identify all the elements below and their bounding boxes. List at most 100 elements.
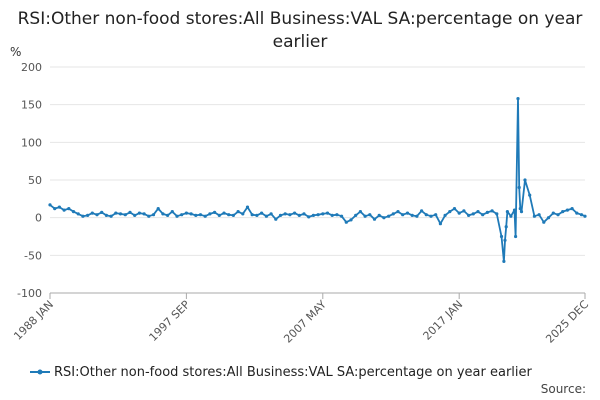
data-point <box>156 207 160 211</box>
data-point <box>245 205 250 209</box>
data-point <box>575 211 579 215</box>
data-point <box>90 211 94 215</box>
data-point <box>410 213 414 217</box>
data-point <box>118 212 123 216</box>
y-axis-unit-label: % <box>10 45 21 59</box>
data-point <box>420 209 424 213</box>
data-point <box>227 213 231 217</box>
data-point <box>565 208 570 212</box>
data-point <box>561 210 565 214</box>
data-point <box>504 225 508 229</box>
data-point <box>53 207 57 211</box>
data-point <box>166 213 170 217</box>
data-point <box>213 210 217 214</box>
data-point <box>321 212 325 216</box>
y-tick-label: 200 <box>21 61 42 74</box>
data-point <box>142 212 146 216</box>
data-point <box>67 207 71 211</box>
y-axis-ticks: -100 -50 0 50 100 150 200 <box>17 61 42 300</box>
x-tick-label: 1988 JAN <box>11 298 56 343</box>
data-point <box>405 211 410 215</box>
data-point <box>452 207 457 211</box>
data-point <box>208 212 212 216</box>
data-point <box>485 210 489 214</box>
data-point <box>198 213 203 217</box>
data-point <box>189 212 193 216</box>
data-point <box>307 215 311 219</box>
data-point <box>274 217 278 221</box>
data-point <box>382 216 386 220</box>
data-point <box>81 214 85 218</box>
data-point <box>434 213 438 217</box>
y-tick-label: -50 <box>24 249 42 262</box>
data-point <box>372 217 377 221</box>
data-point <box>184 211 188 215</box>
y-tick-label: 0 <box>35 212 42 225</box>
data-point <box>231 213 235 217</box>
data-point <box>542 220 546 224</box>
data-point <box>505 210 509 214</box>
data-point <box>514 234 518 239</box>
data-point <box>528 193 532 197</box>
data-point <box>512 208 517 212</box>
data-point <box>570 207 574 211</box>
data-point <box>462 209 466 213</box>
data-point <box>495 212 499 216</box>
x-tick-label: 2017 JAN <box>421 298 466 343</box>
data-point <box>137 211 141 215</box>
data-point <box>288 213 292 217</box>
data-point <box>448 210 452 214</box>
data-point <box>264 214 268 218</box>
data-point <box>396 210 400 214</box>
data-point <box>457 211 461 215</box>
data-point <box>293 211 297 215</box>
data-point <box>48 203 52 207</box>
data-point <box>302 212 306 216</box>
x-tick-label: 2025 DEC <box>543 298 591 346</box>
data-point <box>255 213 259 217</box>
data-point <box>161 212 165 216</box>
data-point <box>250 213 254 217</box>
data-point <box>579 213 584 217</box>
data-point <box>180 213 184 217</box>
data-point <box>523 178 527 182</box>
data-point <box>217 213 221 217</box>
data-point <box>222 211 226 215</box>
legend-series-label: RSI:Other non-food stores:All Business:V… <box>54 364 532 380</box>
legend: RSI:Other non-food stores:All Business:V… <box>30 364 532 380</box>
data-point <box>349 218 353 222</box>
data-point <box>471 212 475 216</box>
x-tick-label: 1997 SEP <box>147 298 193 344</box>
data-point <box>583 214 587 218</box>
data-point <box>358 210 362 214</box>
data-point <box>387 214 391 218</box>
data-series <box>48 97 587 263</box>
data-point <box>503 238 507 242</box>
data-point <box>429 214 433 218</box>
data-point <box>391 212 395 216</box>
data-point <box>546 216 551 220</box>
data-point <box>415 214 419 218</box>
y-tick-label: 100 <box>21 136 42 149</box>
source-label: Source: <box>540 382 586 396</box>
data-point <box>109 214 113 218</box>
data-point <box>123 213 127 217</box>
data-point <box>467 213 471 217</box>
y-tick-label: -100 <box>17 287 42 300</box>
data-point <box>100 210 104 214</box>
data-point <box>537 213 541 217</box>
data-point <box>518 207 522 211</box>
data-point <box>170 210 174 214</box>
data-point <box>424 213 428 217</box>
data-point <box>283 212 287 216</box>
data-point <box>354 213 358 217</box>
data-point <box>128 210 132 214</box>
data-point <box>340 214 344 218</box>
data-point <box>236 210 240 214</box>
data-point <box>344 220 348 224</box>
data-point <box>76 212 80 216</box>
x-tick-label: 2007 MAY <box>281 298 329 346</box>
data-point <box>151 213 156 217</box>
data-point <box>62 208 66 212</box>
